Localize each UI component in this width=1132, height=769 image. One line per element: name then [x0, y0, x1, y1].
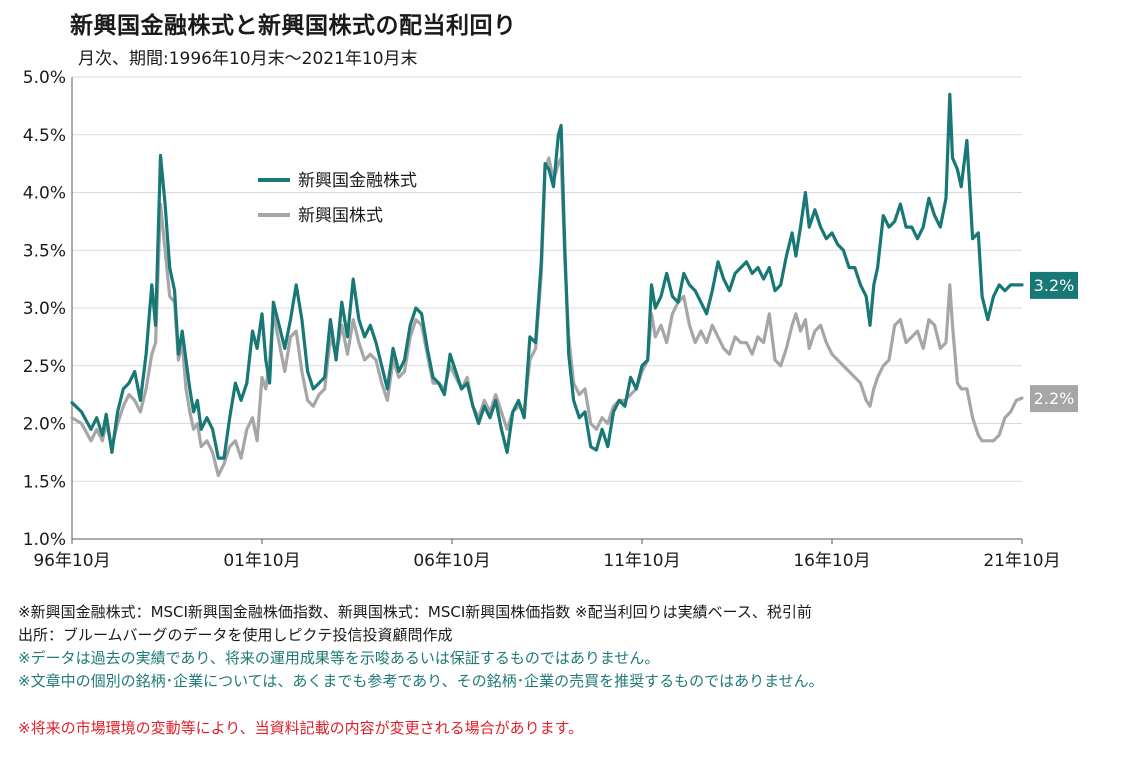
end-label-box-financial: [1030, 271, 1078, 299]
note-source-definition: ※新興国金融株式：MSCI新興国金融株価指数、新興国株式：MSCI新興国株価指数…: [18, 603, 812, 621]
note-disclaimer-securities: ※文章中の個別の銘柄･企業については、あくまでも参考であり、その銘柄･企業の売買…: [18, 672, 824, 690]
chart-subtitle: 月次、期間:1996年10月末～2021年10月末: [78, 49, 418, 69]
y-tick-label: 4.0%: [23, 184, 66, 204]
x-tick-label: 11年10月: [603, 551, 680, 571]
x-tick-label: 06年10月: [413, 551, 490, 571]
y-tick-label: 3.5%: [23, 241, 66, 261]
series-line-financial: [70, 92, 1024, 460]
y-tick-label: 5.0%: [23, 68, 66, 88]
x-axis: 96年10月 01年10月 06年10月 11年10月 16年10月 21年10月: [33, 539, 1061, 571]
note-disclaimer-past-performance: ※データは過去の実績であり、将来の運用成果等を示唆あるいは保証するものではありま…: [18, 649, 660, 667]
x-tick-label: 01年10月: [223, 551, 300, 571]
y-tick-label: 1.0%: [23, 530, 66, 550]
end-label-box-em: [1030, 385, 1078, 413]
y-tick-label: 4.5%: [23, 126, 66, 146]
end-labels: 3.2% 2.2%: [1030, 271, 1078, 413]
x-tick-label: 16年10月: [793, 551, 870, 571]
x-tick-label: 21年10月: [983, 551, 1060, 571]
end-label-em: 2.2%: [1034, 389, 1075, 408]
footnotes: ※新興国金融株式：MSCI新興国金融株価指数、新興国株式：MSCI新興国株価指数…: [18, 601, 824, 740]
note-warning: ※将来の市場環境の変動等により、当資料記載の内容が変更される場合があります。: [18, 719, 584, 737]
end-label-financial: 3.2%: [1034, 276, 1075, 295]
y-axis: 1.0% 1.5% 2.0% 2.5% 3.0% 3.5% 4.0% 4.5% 5.0%: [23, 68, 1022, 550]
legend-label-financial: 新興国金融株式: [298, 171, 417, 191]
note-source: 出所：ブルームバーグのデータを使用しピクテ投信投資顧問作成: [18, 626, 453, 644]
y-tick-label: 1.5%: [23, 472, 66, 492]
x-tick-label: 96年10月: [33, 551, 110, 571]
y-tick-label: 2.0%: [23, 415, 66, 435]
y-tick-label: 3.0%: [23, 299, 66, 319]
series-lines: [70, 92, 1024, 478]
y-tick-label: 2.5%: [23, 357, 66, 377]
legend-label-em: 新興国株式: [298, 206, 383, 226]
chart-title: 新興国金融株式と新興国株式の配当利回り: [70, 13, 517, 39]
grid: [72, 76, 1022, 540]
series-line-em: [70, 156, 1024, 478]
dividend-yield-chart: 1.0% 1.5% 2.0% 2.5% 3.0% 3.5% 4.0% 4.5% 5.0% 96年…: [23, 68, 1078, 571]
